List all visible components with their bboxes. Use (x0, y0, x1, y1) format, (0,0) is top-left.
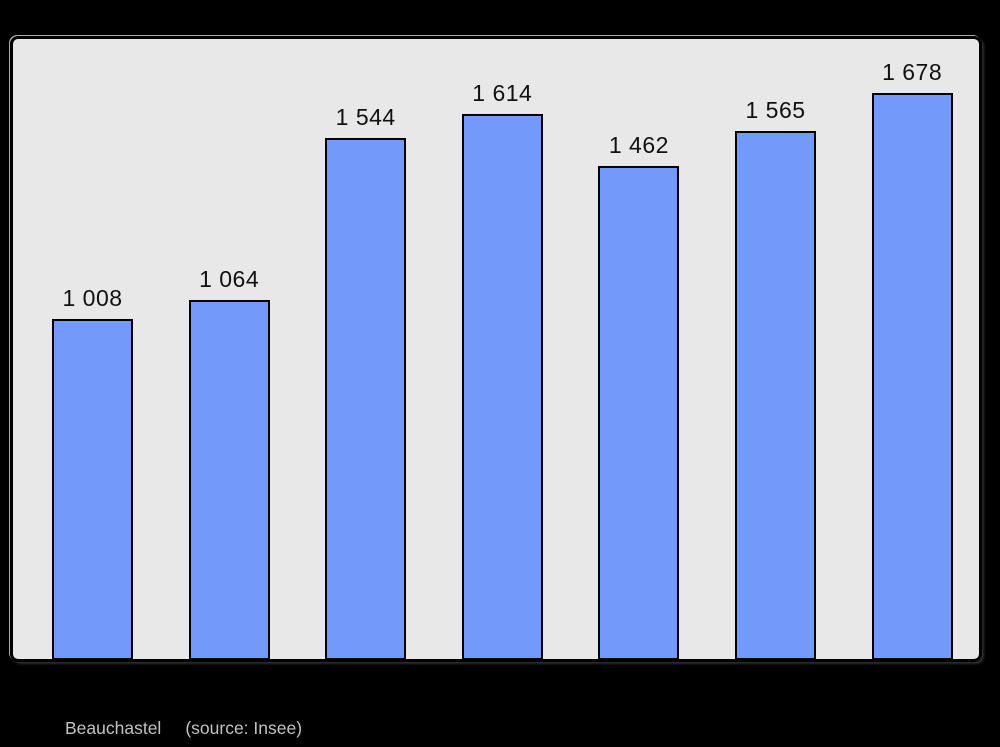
bar: 1 614 (461, 80, 543, 659)
caption-source: (source: Insee) (185, 718, 303, 738)
caption: Beauchastel (source: Insee) (65, 718, 302, 739)
bar-value-label: 1 008 (62, 285, 123, 311)
bar-value-label: 1 064 (199, 266, 260, 292)
bar: 1 462 (598, 132, 680, 659)
bar-value-label: 1 678 (882, 59, 943, 85)
bar-value-label: 1 462 (608, 132, 669, 158)
bar: 1 678 (871, 59, 953, 659)
bar-value-label: 1 544 (335, 104, 396, 130)
bar: 1 008 (52, 285, 133, 659)
bar: 1 064 (188, 266, 270, 659)
caption-commune: Beauchastel (65, 718, 162, 738)
plot-area: 1 008 1 064 1 544 1 614 1 462 1 565 1 678 (10, 36, 982, 662)
bar-value-label: 1 614 (472, 80, 533, 106)
bar: 1 565 (735, 97, 816, 659)
bar: 1 544 (325, 104, 407, 659)
bar-value-label: 1 565 (745, 97, 806, 123)
